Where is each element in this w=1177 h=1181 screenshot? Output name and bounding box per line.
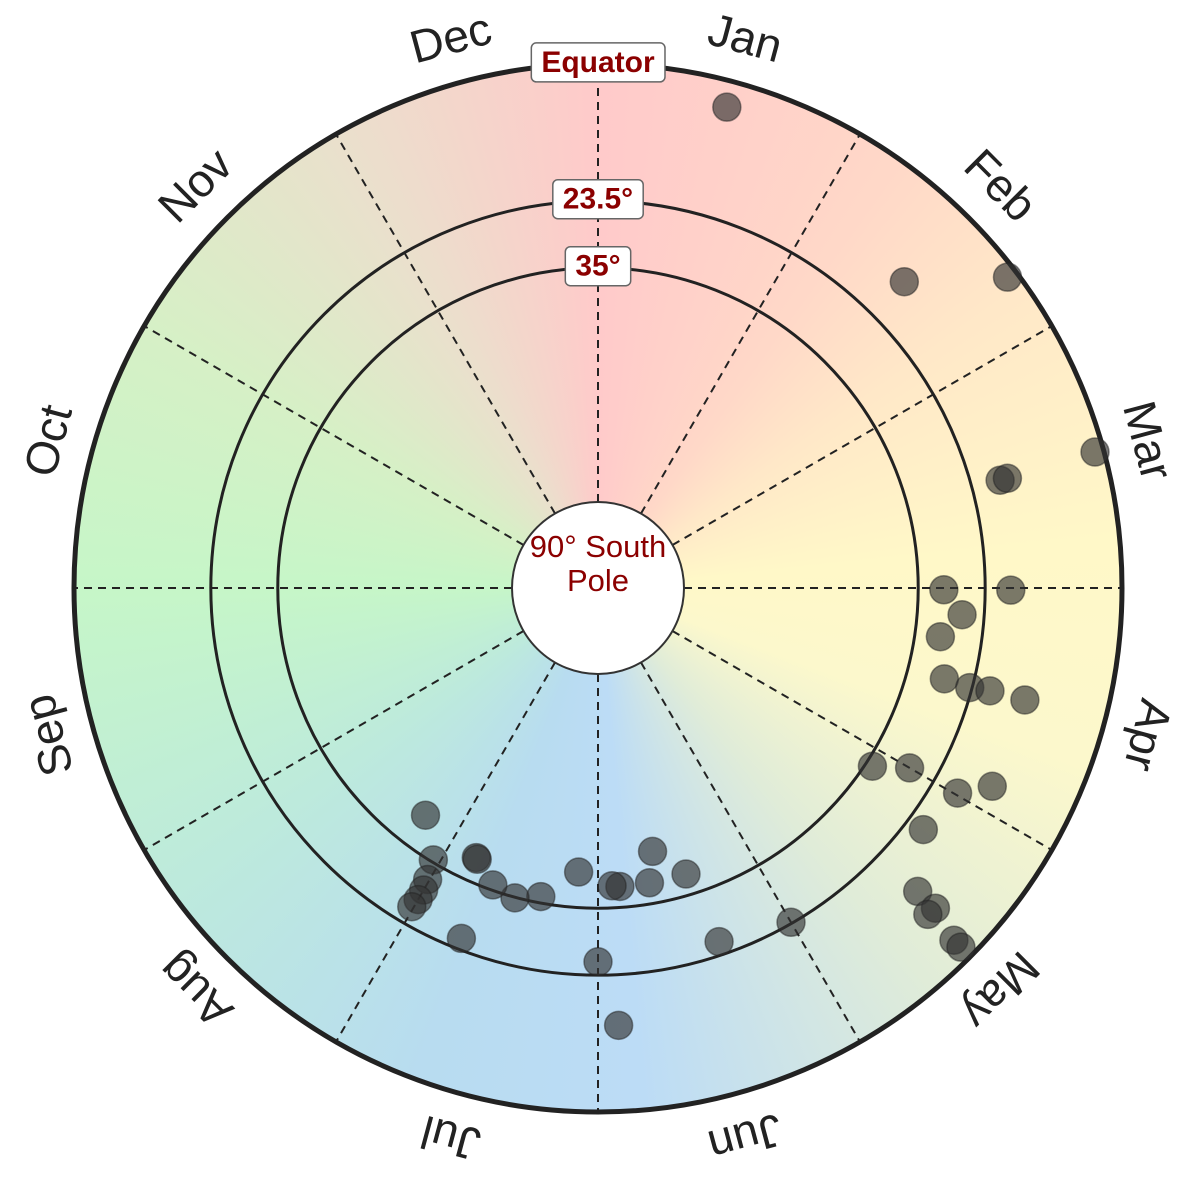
- month-label: Dec: [404, 2, 496, 73]
- point: [1080, 437, 1110, 467]
- point: [908, 814, 939, 845]
- ring-label-box: [552, 178, 644, 220]
- ring-label: 35°: [575, 250, 620, 283]
- ring-label-group: 23.5°: [552, 178, 644, 220]
- grid-line: [640, 133, 861, 515]
- point: [942, 778, 973, 808]
- point: [946, 932, 976, 962]
- ring-label: Equator: [541, 46, 655, 79]
- point: [1010, 685, 1040, 715]
- month-label: Jan: [703, 3, 788, 72]
- grid-line: [143, 630, 525, 851]
- point: [478, 870, 508, 900]
- point: [637, 836, 668, 867]
- point: [929, 664, 960, 694]
- point: [992, 262, 1023, 292]
- center-circle: [511, 501, 685, 675]
- grid-line: [143, 325, 525, 546]
- point: [462, 844, 492, 875]
- ring-label-box: [530, 42, 666, 83]
- point: [563, 857, 594, 887]
- point: [446, 923, 477, 954]
- ring-label-box: [564, 245, 632, 287]
- point: [992, 463, 1023, 494]
- month-label: Apr: [1114, 694, 1177, 777]
- month-label: Jun: [703, 1104, 788, 1173]
- point: [996, 575, 1026, 605]
- point: [975, 676, 1005, 706]
- point: [410, 800, 441, 830]
- grid-line: [640, 661, 861, 1043]
- center-label: 90° South Pole: [529, 529, 667, 598]
- ring-label-group: Equator: [530, 42, 666, 83]
- grid-line: [671, 325, 1053, 546]
- grid-line: [335, 661, 556, 1043]
- month-label: Sep: [12, 689, 83, 782]
- grid-line: [335, 133, 556, 515]
- point: [857, 751, 888, 781]
- point: [597, 871, 627, 901]
- point: [526, 881, 556, 912]
- point: [603, 1010, 634, 1041]
- ring-label-group: 35°: [564, 245, 632, 287]
- point: [634, 868, 665, 898]
- month-label: Jul: [415, 1106, 485, 1171]
- point: [671, 859, 701, 889]
- month-label: Mar: [1113, 396, 1177, 486]
- point: [977, 771, 1008, 802]
- point: [925, 621, 956, 652]
- point: [712, 92, 742, 122]
- point: [704, 926, 734, 957]
- grid-line: [671, 630, 1053, 851]
- point: [500, 883, 530, 913]
- point: [776, 907, 806, 938]
- point: [913, 899, 943, 930]
- point: [894, 753, 925, 783]
- point: [929, 575, 959, 605]
- point: [947, 599, 977, 630]
- month-label: Oct: [13, 399, 82, 482]
- point: [397, 891, 427, 922]
- point: [889, 266, 920, 297]
- ring-label: 23.5°: [563, 183, 633, 216]
- point: [583, 947, 613, 977]
